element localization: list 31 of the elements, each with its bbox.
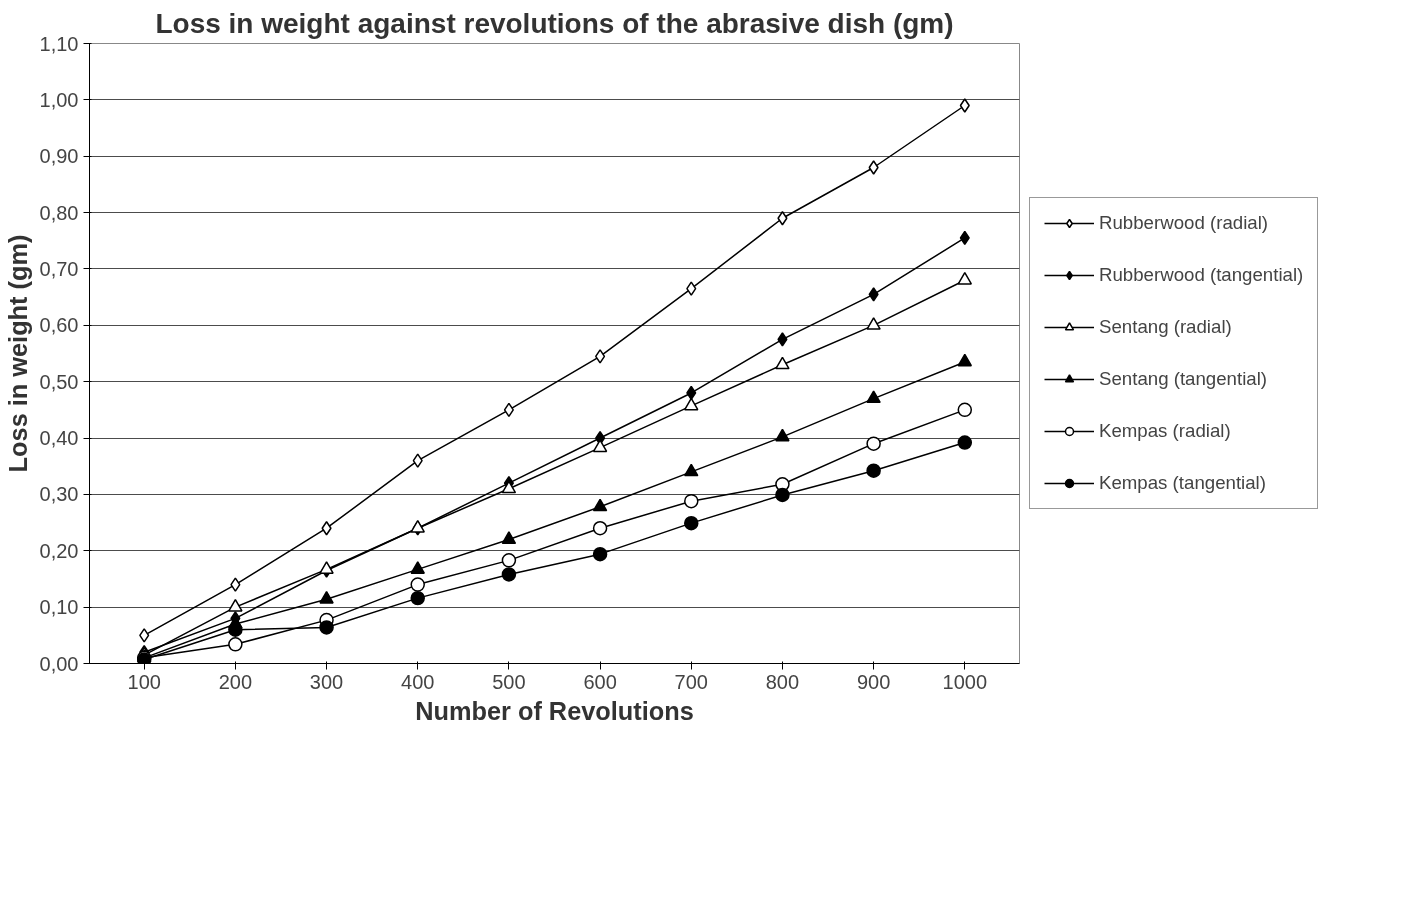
x-tick-label: 500 (492, 670, 526, 693)
legend-label: Sentang (tangential) (1099, 368, 1268, 390)
y-tick-label: 0,20 (39, 539, 79, 562)
y-tick-label: 0,70 (39, 257, 79, 280)
y-tick-label: 0,80 (39, 201, 79, 224)
legend-label: Rubberwood (tangential) (1099, 264, 1304, 286)
y-tick-label: 0,00 (39, 652, 79, 675)
x-tick-label: 800 (765, 670, 800, 693)
legend-label: Kempas (radial) (1099, 420, 1231, 442)
x-axis-title: Number of Revolutions (415, 696, 694, 725)
legend-label: Rubberwood (radial) (1099, 212, 1269, 234)
y-tick-label: 1,10 (39, 32, 79, 55)
y-tick-label: 0,90 (39, 145, 79, 168)
legend-label: Sentang (radial) (1099, 316, 1232, 338)
y-tick-label: 0,40 (39, 427, 79, 450)
x-tick-label: 700 (674, 670, 708, 693)
y-tick-label: 1,00 (39, 88, 79, 111)
y-tick-label: 0,50 (39, 370, 79, 393)
y-axis-title: Loss in weight (gm) (3, 234, 32, 473)
y-tick-label: 0,10 (39, 596, 79, 619)
y-tick-label: 0,30 (39, 483, 79, 506)
x-tick-label: 200 (218, 670, 253, 693)
chart-title: Loss in weight against revolutions of the abrasive dish (gm) (155, 7, 954, 39)
x-tick-label: 1000 (942, 670, 988, 693)
x-tick-label: 600 (583, 670, 617, 693)
x-tick-label: 400 (401, 670, 435, 693)
x-tick-label: 100 (127, 670, 161, 693)
x-tick-label: 900 (856, 670, 891, 693)
y-tick-label: 0,60 (39, 314, 79, 337)
x-tick-label: 300 (309, 670, 344, 693)
legend-label: Kempas (tangential) (1099, 472, 1266, 494)
